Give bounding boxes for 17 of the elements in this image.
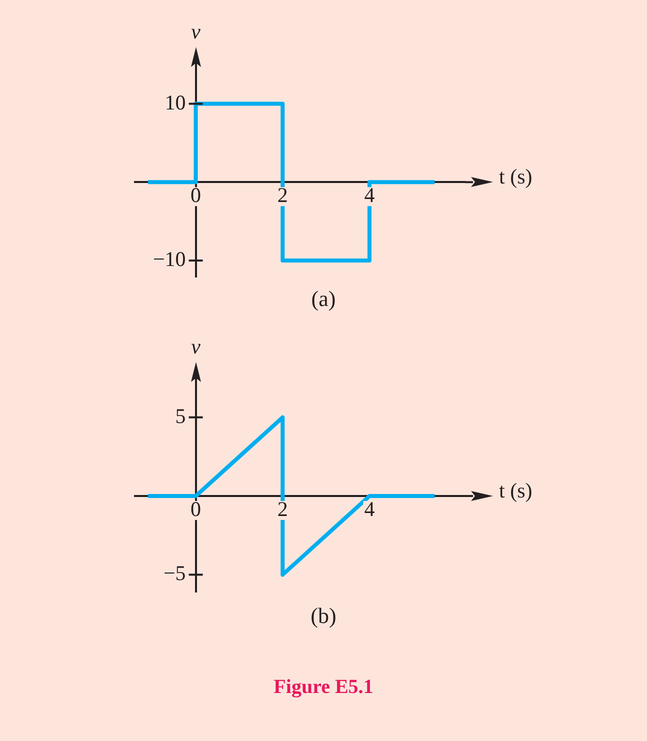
y-axis-title: v — [191, 334, 202, 359]
y-tick-label: 5 — [175, 404, 186, 428]
y-tick-label: −5 — [163, 561, 186, 586]
text: (a) — [310, 286, 337, 312]
x-axis-title: t (s) — [499, 478, 532, 503]
x-tick-label: 4 — [364, 497, 376, 522]
x-tick-label: 2 — [277, 183, 288, 208]
caption: Figure E5.1 — [272, 676, 374, 699]
y-tick-label: −10 — [152, 247, 186, 272]
y-axis-title: v — [191, 20, 202, 44]
x-tick-label: 4 — [364, 183, 376, 208]
y-tick-label: 10 — [164, 90, 186, 114]
text: (b) — [310, 603, 338, 629]
x-tick-label: 0 — [190, 497, 202, 522]
x-axis-title: t (s) — [499, 164, 532, 189]
x-tick-label: 2 — [277, 497, 288, 522]
x-tick-label: 0 — [190, 183, 202, 208]
